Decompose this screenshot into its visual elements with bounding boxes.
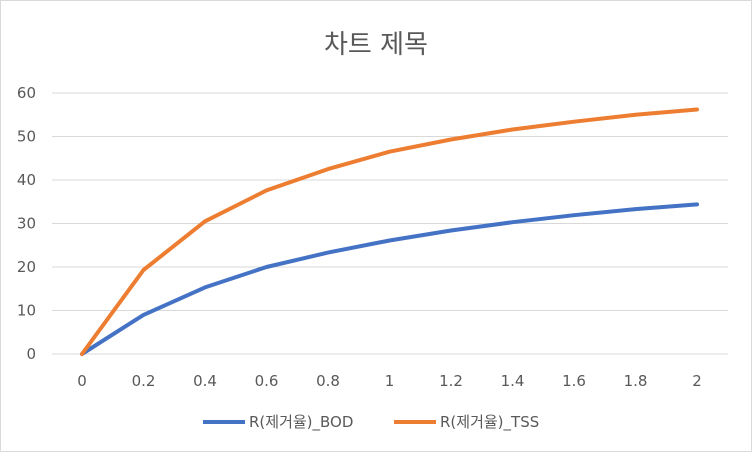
x-tick-label: 1.8 bbox=[624, 372, 648, 390]
x-tick-label: 0.2 bbox=[132, 372, 156, 390]
series-lines bbox=[80, 107, 699, 356]
x-tick-label: 0.8 bbox=[316, 372, 340, 390]
legend: R(제거율)_BOD R(제거율)_TSS bbox=[203, 413, 539, 432]
legend-label-2: R(제거율)_TSS bbox=[440, 413, 539, 432]
y-tick-label: 30 bbox=[17, 215, 36, 233]
chart-title: 차트 제목 bbox=[324, 30, 428, 60]
y-tick-label: 20 bbox=[17, 258, 36, 276]
x-tick-label: 1 bbox=[385, 372, 395, 390]
x-tick-label: 0.4 bbox=[193, 372, 217, 390]
x-axis-tick-labels: 0 0.2 0.4 0.6 0.8 1 1.2 1.4 1.6 1.8 2 bbox=[77, 372, 702, 390]
y-tick-label: 60 bbox=[17, 84, 36, 102]
x-tick-label: 2 bbox=[692, 372, 702, 390]
y-axis-tick-labels: 0 10 20 30 40 50 60 bbox=[17, 84, 36, 363]
x-tick-label: 1.6 bbox=[562, 372, 586, 390]
x-tick-label: 0.6 bbox=[255, 372, 279, 390]
y-tick-label: 0 bbox=[26, 345, 36, 363]
series-line-1 bbox=[80, 202, 699, 356]
x-tick-label: 1.4 bbox=[501, 372, 525, 390]
x-tick-label: 1.2 bbox=[439, 372, 463, 390]
legend-label-1: R(제거율)_BOD bbox=[249, 413, 353, 432]
y-tick-label: 10 bbox=[17, 302, 36, 320]
y-tick-label: 40 bbox=[17, 171, 36, 189]
gridlines bbox=[52, 92, 728, 355]
series-line-2 bbox=[80, 107, 699, 356]
x-tick-label: 0 bbox=[77, 372, 87, 390]
y-tick-label: 50 bbox=[17, 128, 36, 146]
